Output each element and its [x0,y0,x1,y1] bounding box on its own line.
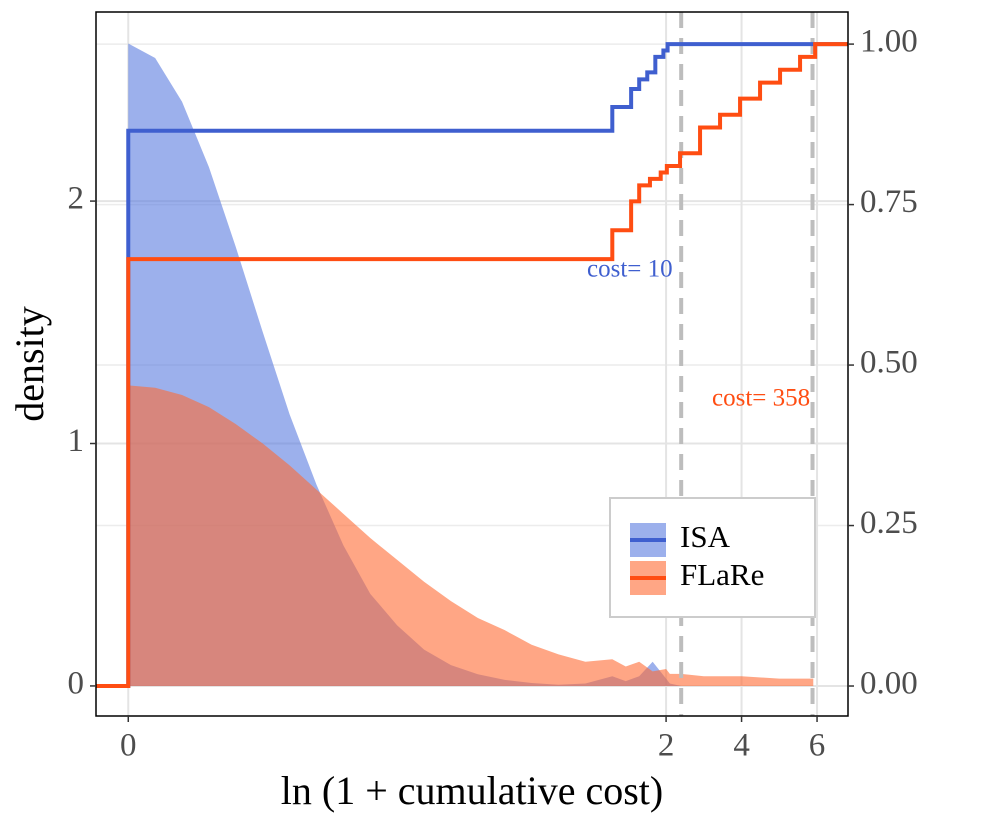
y2-tick-label: 0.25 [860,505,918,541]
ecdf-line [96,42,848,689]
y2-tick-label: 1.00 [860,24,918,60]
y-tick-label: 0 [68,666,85,702]
annotation: cost= 10 [587,256,673,283]
legend-box [609,497,816,618]
annotation: cost= 358 [712,385,810,412]
x-tick-label: 0 [120,728,137,764]
y-tick-label: 1 [68,423,85,459]
legend-label: ISA [680,519,731,554]
x-tick-label: 4 [733,728,750,764]
density-area [128,385,814,686]
y2-tick-label: 0.00 [860,666,918,702]
y2-tick-label: 0.75 [860,184,918,220]
plot-frame [95,11,849,717]
y-tick-label: 2 [68,181,85,217]
y2-tick-label: 0.50 [860,345,918,381]
x-tick-label: 2 [658,728,675,764]
ecdf-line [96,42,848,689]
y-axis-title: density [7,306,52,422]
x-axis-title: ln (1 + cumulative cost) [281,768,663,813]
legend-label: FLaRe [680,557,764,592]
x-tick-label: 6 [809,728,826,764]
